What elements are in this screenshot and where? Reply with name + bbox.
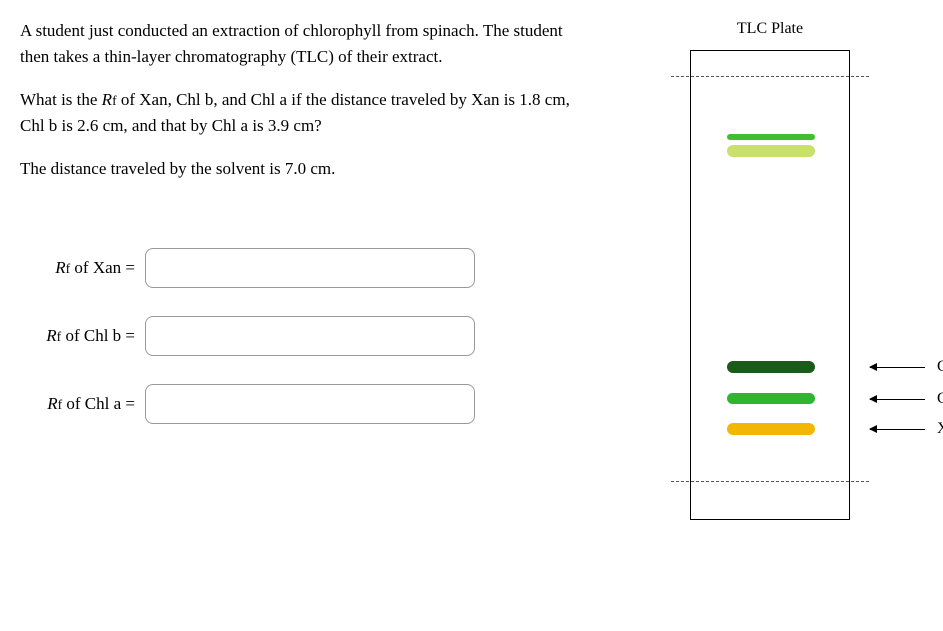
label-R: R (55, 258, 65, 277)
band-chla-label: Chl a (937, 358, 943, 376)
label-R: R (46, 326, 56, 345)
band-chla-label-group: Chl a (870, 358, 943, 376)
answer-row-rf-chlb: Rf of Chl b = (20, 316, 570, 356)
answer-label-rf-xan: Rf of Xan = (20, 258, 145, 278)
answer-row-rf-chla: Rf of Chl a = (20, 384, 570, 424)
label-suffix: of Chl a = (62, 394, 135, 413)
label-suffix: of Chl b = (61, 326, 135, 345)
plate-title: TLC Plate (737, 20, 803, 38)
input-rf-chlb[interactable] (145, 316, 475, 356)
answer-row-rf-xan: Rf of Xan = (20, 248, 570, 288)
input-rf-xan[interactable] (145, 248, 475, 288)
band-chlb-label: Chl b (937, 390, 943, 408)
arrow-icon (870, 399, 925, 400)
band-top-2 (727, 145, 815, 157)
band-xan (727, 423, 815, 435)
band-chlb-label-group: Chl b (870, 390, 943, 408)
band-xan-label: Xan (937, 420, 943, 438)
q-prefix: What is the (20, 90, 102, 109)
arrow-icon (870, 367, 925, 368)
answer-label-rf-chla: Rf of Chl a = (20, 394, 145, 414)
paragraph-question: What is the Rf of Xan, Chl b, and Chl a … (20, 87, 570, 138)
arrow-icon (870, 429, 925, 430)
paragraph-solvent: The distance traveled by the solvent is … (20, 156, 570, 182)
input-rf-chla[interactable] (145, 384, 475, 424)
label-R: R (47, 394, 57, 413)
band-xan-label-group: Xan (870, 420, 943, 438)
paragraph-intro: A student just conducted an extraction o… (20, 18, 570, 69)
tlc-plate (690, 50, 850, 520)
q-R: R (102, 90, 112, 109)
solvent-front-line (671, 76, 869, 77)
origin-line (671, 481, 869, 482)
tlc-plate-wrap: Chl aChl bXan (690, 50, 850, 520)
band-top-1 (727, 134, 815, 140)
band-chla (727, 361, 815, 373)
label-suffix: of Xan = (70, 258, 135, 277)
band-chlb (727, 393, 815, 404)
answer-label-rf-chlb: Rf of Chl b = (20, 326, 145, 346)
